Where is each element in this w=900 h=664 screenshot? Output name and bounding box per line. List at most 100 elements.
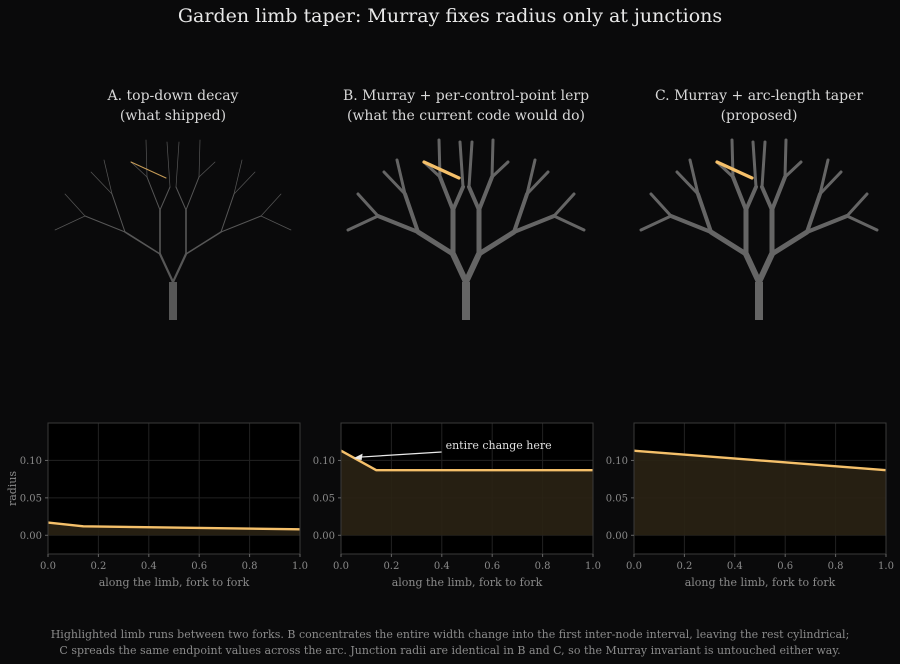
tree-branch xyxy=(382,170,407,196)
tree-branch xyxy=(233,171,256,195)
panel-b-caption-line1: B. Murray + per-control-point lerp xyxy=(342,88,590,104)
tree-branch xyxy=(731,175,748,212)
tree-branch xyxy=(552,214,586,232)
tree-branch xyxy=(770,175,787,212)
tree-branch xyxy=(220,215,262,233)
tree-branch xyxy=(467,185,481,212)
tree-branch xyxy=(760,140,767,189)
tree-branch xyxy=(171,252,188,284)
highlighted-limb xyxy=(130,161,167,179)
tree-branch xyxy=(760,185,774,212)
tree-branch xyxy=(111,193,126,233)
panel-c-tree xyxy=(639,138,879,320)
x-tick-label: 0.8 xyxy=(535,561,551,572)
plot-frame xyxy=(47,422,301,555)
tree-branch xyxy=(463,251,482,285)
tree-branch xyxy=(458,140,465,189)
tree-branch xyxy=(477,175,494,212)
tree-branch xyxy=(145,139,148,178)
x-tick-label: 0.0 xyxy=(40,561,56,572)
y-tick-label: 0.10 xyxy=(606,456,628,467)
y-tick-label: 0.10 xyxy=(313,456,335,467)
tree-branch xyxy=(845,214,879,232)
panel-a-caption: A. top-down decay (what shipped) xyxy=(43,86,303,126)
tree-branch xyxy=(467,140,474,189)
chart-panel-2: 0.0 0.2 0.4 0.6 0.8 1.0 0.00 0.05 0.10 along the … xyxy=(313,422,601,589)
y-tick-label: 0.05 xyxy=(313,493,335,504)
tree-branch xyxy=(783,160,803,179)
tree-branch xyxy=(688,158,700,196)
tree-branch xyxy=(744,185,758,212)
y-tick-label: 0.00 xyxy=(313,531,335,542)
tree-branch xyxy=(818,170,843,196)
tree-branch xyxy=(356,192,380,218)
x-axis-label: along the limb, fork to fork xyxy=(392,576,543,589)
panel-c-caption-line1: C. Murray + arc-length taper xyxy=(654,88,864,104)
radius-line xyxy=(47,521,301,531)
panel-b-caption: B. Murray + per-control-point lerp (what… xyxy=(336,86,596,126)
radius-line xyxy=(633,449,887,472)
footer-line1: Highlighted limb runs between two forks.… xyxy=(50,628,850,641)
tree-branch xyxy=(198,161,216,178)
tree-branch xyxy=(124,231,161,255)
tree-branch xyxy=(649,192,673,218)
x-axis-label: along the limb, fork to fork xyxy=(685,576,836,589)
tree-branch xyxy=(708,229,749,257)
y-tick-label: 0.10 xyxy=(20,456,42,467)
panel-b-tree xyxy=(346,138,586,320)
radius-fill xyxy=(341,450,593,536)
tree-branch xyxy=(84,215,126,233)
x-tick-label: 0.4 xyxy=(141,561,157,572)
tree-branch xyxy=(696,192,713,234)
tree-branch xyxy=(158,252,175,284)
tree-branch xyxy=(675,170,700,196)
tree-branch xyxy=(346,214,380,232)
tree-branch xyxy=(260,215,292,231)
tree-branch xyxy=(260,193,282,217)
tree-branch xyxy=(403,192,420,234)
panel-a-caption-line2: (what shipped) xyxy=(119,108,227,124)
y-axis-label: radius xyxy=(6,471,19,506)
tree-branch xyxy=(450,251,469,285)
tree-branch xyxy=(756,251,775,285)
tree-branch xyxy=(751,140,758,189)
x-tick-label: 0.8 xyxy=(242,561,258,572)
x-tick-label: 0.8 xyxy=(828,561,844,572)
tree-branch xyxy=(64,193,86,217)
tree-branch xyxy=(525,158,537,196)
y-tick-label: 0.05 xyxy=(606,493,628,504)
tree-branch xyxy=(805,192,822,234)
chart-panel-1: 0.0 0.2 0.4 0.6 0.8 1.0 0.00 0.05 0.10 along the … xyxy=(6,422,308,589)
tree-branch xyxy=(159,186,171,211)
x-tick-label: 0.2 xyxy=(676,561,692,572)
tree-branch xyxy=(512,192,529,234)
tree-branch xyxy=(175,186,187,211)
panel-c-caption-line2: (proposed) xyxy=(720,108,798,124)
x-tick-label: 0.6 xyxy=(484,561,500,572)
chart-panel-3: 0.0 0.2 0.4 0.6 0.8 1.0 0.00 0.05 0.10 along the … xyxy=(606,422,894,589)
tree-branch xyxy=(376,214,420,234)
tree-branch xyxy=(845,192,869,218)
panel-c-caption: C. Murray + arc-length taper (proposed) xyxy=(629,86,889,126)
tree-branch xyxy=(669,214,713,234)
panel-b-caption-line2: (what the current code would do) xyxy=(346,108,586,124)
plot-frame xyxy=(340,422,594,555)
tree-branch xyxy=(395,158,407,196)
highlighted-limb xyxy=(715,160,754,180)
x-tick-label: 1.0 xyxy=(585,561,601,572)
x-tick-label: 0.2 xyxy=(383,561,399,572)
footer-line2: C spreads the same endpoint values acros… xyxy=(59,644,841,657)
highlighted-limb xyxy=(422,160,461,180)
tree-branch xyxy=(415,229,456,257)
tree-branch xyxy=(146,176,161,211)
tree-branch xyxy=(525,170,550,196)
panel-a-caption-line1: A. top-down decay xyxy=(107,88,239,104)
x-axis-label: along the limb, fork to fork xyxy=(99,576,250,589)
x-tick-label: 0.4 xyxy=(727,561,743,572)
tree-branch xyxy=(743,251,762,285)
tree-branch xyxy=(90,171,113,195)
x-tick-label: 0.2 xyxy=(90,561,106,572)
plot-frame xyxy=(633,422,887,555)
figure-title: Garden limb taper: Murray fixes radius o… xyxy=(177,5,723,27)
y-tick-label: 0.00 xyxy=(606,531,628,542)
